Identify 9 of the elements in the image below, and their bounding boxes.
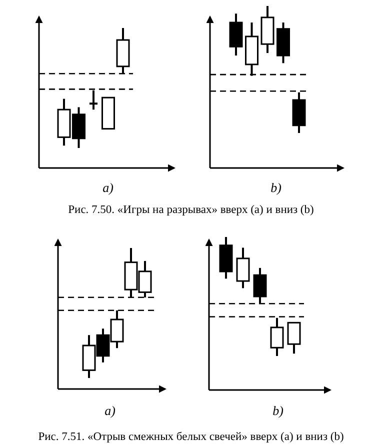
x-axis-title: b) <box>272 403 284 418</box>
x-axis-title: a) <box>102 180 114 195</box>
candlestick <box>270 316 284 357</box>
candlestick <box>287 322 301 355</box>
text: Рис. 7.51. «Отрыв смежных белых свечей» вверх (a) и вниз (b) <box>38 431 344 443</box>
candlestick <box>236 246 250 290</box>
x-axis-title: a) <box>104 403 116 418</box>
x-axis-title: b) <box>270 180 282 195</box>
text: Рис. 7.50. «Игры на разрывах» вверх (a) и вниз (b) <box>68 204 314 216</box>
